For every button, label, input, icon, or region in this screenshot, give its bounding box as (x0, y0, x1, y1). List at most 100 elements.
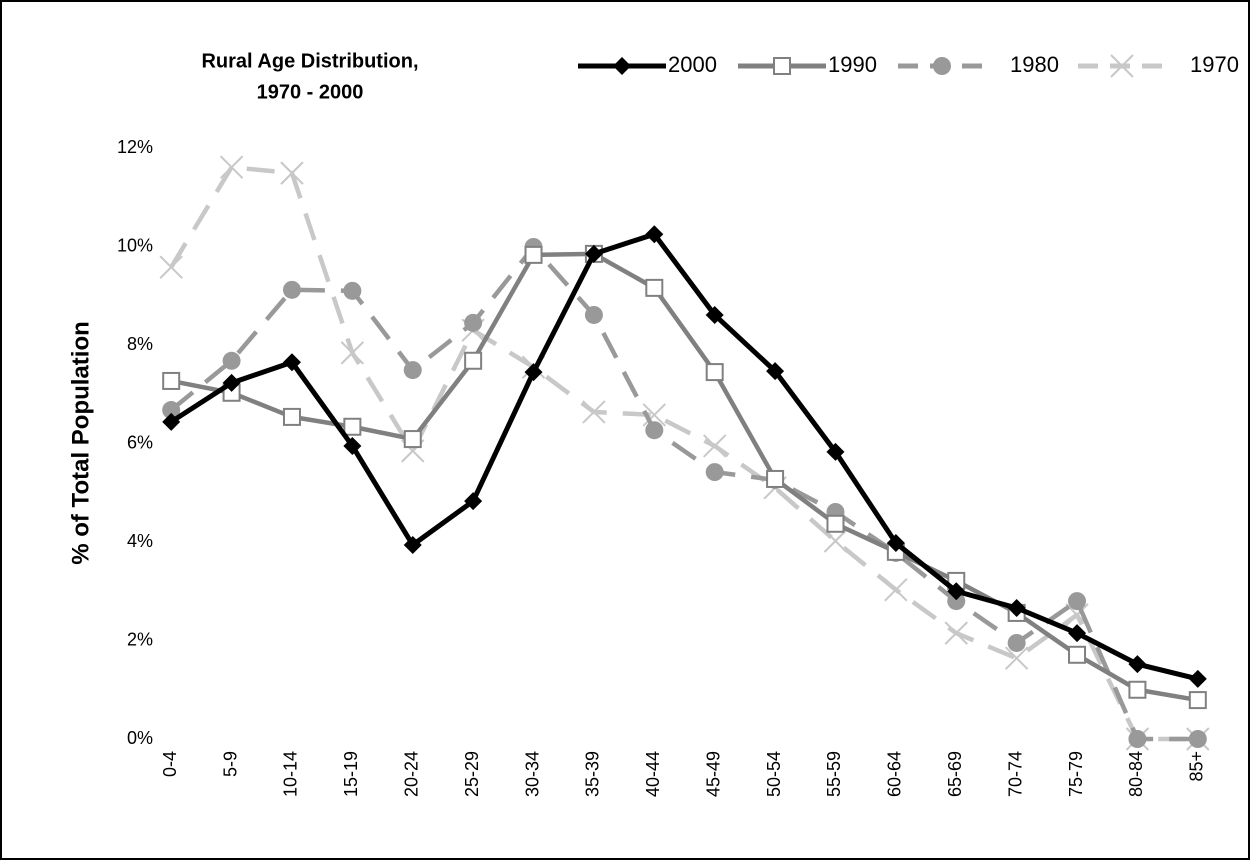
y-tick-label: 10% (117, 235, 153, 255)
marker-shape (343, 281, 362, 300)
marker (524, 245, 543, 264)
marker (645, 225, 664, 244)
x-tick-label: 65-69 (945, 751, 965, 797)
y-tick-label: 8% (127, 334, 153, 354)
marker (282, 407, 301, 426)
marker-shape (343, 417, 362, 436)
y-axis-label: % of Total Population (67, 321, 94, 565)
marker (282, 280, 301, 299)
marker (1004, 646, 1029, 670)
marker-shape (933, 57, 951, 75)
marker (403, 430, 422, 449)
marker-shape (947, 592, 966, 611)
marker-shape (645, 225, 664, 244)
x-tick-label: 55-59 (824, 751, 844, 797)
marker (826, 514, 845, 533)
marker (403, 535, 422, 554)
marker-shape (944, 621, 968, 645)
series-line (169, 164, 1198, 742)
marker-shape (162, 401, 181, 420)
marker-shape (1068, 645, 1087, 664)
marker (642, 403, 667, 427)
marker (884, 578, 908, 602)
marker (403, 361, 422, 380)
marker (1068, 645, 1087, 664)
marker (886, 533, 905, 552)
marker-shape (705, 463, 724, 482)
legend-label: 1980 (1010, 52, 1059, 77)
marker-shape (1128, 655, 1147, 674)
marker-shape (403, 430, 422, 449)
x-tick-label: 80-84 (1126, 751, 1146, 797)
marker-shape (282, 353, 301, 372)
marker-shape (773, 57, 791, 75)
marker (162, 401, 181, 420)
marker (705, 363, 724, 382)
marker-shape (403, 535, 422, 554)
marker-shape (826, 514, 845, 533)
marker (705, 305, 724, 324)
x-tick-label: 50-54 (764, 751, 784, 797)
marker (343, 436, 362, 455)
marker (343, 417, 362, 436)
y-tick-label: 4% (127, 531, 153, 551)
marker-shape (343, 436, 362, 455)
marker-shape (1007, 598, 1026, 617)
marker-shape (403, 361, 422, 380)
marker (645, 421, 664, 440)
marker (705, 463, 724, 482)
marker (584, 244, 603, 263)
marker-shape (222, 351, 241, 370)
marker (464, 313, 483, 332)
marker-shape (1188, 730, 1207, 748)
y-tick-label: 6% (127, 432, 153, 452)
marker (947, 582, 966, 601)
legend-label: 1970 (1190, 52, 1239, 77)
marker-shape (1068, 592, 1087, 611)
marker-shape (1007, 633, 1026, 652)
marker (944, 621, 968, 645)
marker-shape (524, 245, 543, 264)
marker (159, 255, 183, 279)
x-tick-label: 0-4 (160, 751, 180, 777)
marker-shape (584, 305, 603, 324)
marker (282, 353, 301, 372)
marker (162, 412, 181, 431)
marker (1007, 598, 1026, 617)
marker (222, 351, 241, 370)
marker (524, 363, 543, 382)
marker (1128, 680, 1147, 699)
marker-shape (613, 57, 631, 75)
marker (773, 57, 791, 75)
marker (1188, 691, 1207, 710)
marker (1110, 54, 1134, 78)
marker-shape (340, 341, 365, 365)
marker (219, 155, 244, 179)
marker (1188, 730, 1207, 748)
marker-shape (524, 363, 543, 382)
y-tick-label: 12% (117, 137, 153, 157)
legend-label: 1990 (828, 52, 877, 77)
marker-shape (1188, 669, 1207, 688)
x-tick-label: 5-9 (220, 751, 240, 777)
y-tick-label: 0% (127, 728, 153, 748)
marker-shape (222, 373, 241, 392)
x-tick-label: 40-44 (643, 751, 663, 797)
x-tick-label: 15-19 (341, 751, 361, 797)
marker-shape (1110, 54, 1134, 78)
marker-shape (947, 582, 966, 601)
marker-shape (582, 400, 606, 424)
marker-shape (705, 363, 724, 382)
marker-shape (766, 362, 785, 381)
x-tick-label: 25-29 (462, 751, 482, 797)
marker-shape (282, 280, 301, 299)
marker (343, 281, 362, 300)
marker-shape (766, 469, 785, 488)
x-tick-label: 60-64 (885, 751, 905, 797)
marker (826, 442, 845, 461)
marker-shape (823, 529, 848, 553)
marker (162, 371, 181, 390)
marker-shape (1128, 730, 1147, 748)
